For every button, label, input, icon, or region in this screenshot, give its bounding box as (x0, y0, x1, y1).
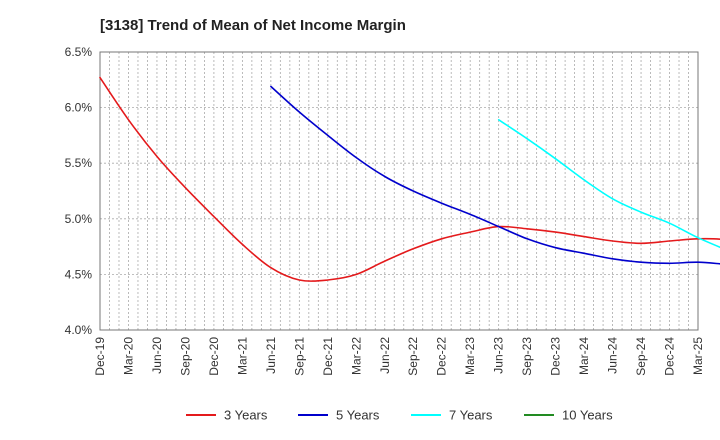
x-tick-label: Sep-21 (292, 337, 306, 376)
series-line-7-years (497, 119, 720, 249)
x-tick-label: Sep-23 (520, 337, 534, 376)
x-tick-label: Jun-24 (606, 337, 620, 374)
x-tick-label: Jun-23 (492, 337, 506, 374)
x-tick-label: Dec-19 (93, 337, 107, 376)
plot-area (99, 51, 699, 331)
x-tick-label: Mar-25 (691, 337, 705, 375)
legend-label-3-years: 3 Years (224, 408, 268, 423)
x-tick-label: Dec-23 (549, 337, 563, 376)
y-tick-label: 4.0% (65, 323, 93, 337)
x-tick-label: Dec-22 (435, 337, 449, 376)
x-tick-label: Jun-21 (264, 337, 278, 374)
x-tick-label: Mar-23 (463, 337, 477, 375)
x-tick-label: Mar-21 (235, 337, 249, 375)
x-tick-label: Jun-20 (150, 337, 164, 374)
chart-title: [3138] Trend of Mean of Net Income Margi… (100, 17, 406, 34)
y-tick-label: 4.5% (65, 267, 93, 281)
y-tick-label: 5.5% (65, 156, 93, 170)
x-tick-label: Sep-20 (178, 337, 192, 376)
x-tick-label: Dec-24 (663, 337, 677, 376)
x-tick-label: Mar-20 (121, 337, 135, 375)
series-line-5-years (270, 85, 720, 265)
grid (100, 52, 698, 330)
legend-label-10-years: 10 Years (562, 408, 613, 423)
x-tick-label: Dec-20 (207, 337, 221, 376)
x-tick-label: Sep-22 (406, 337, 420, 376)
x-tick-label: Mar-24 (577, 337, 591, 375)
y-axis: 6.5% 6.0% 5.5% 5.0% 4.5% 4.0% (65, 45, 93, 337)
legend: 3 Years 5 Years 7 Years 10 Years (186, 408, 613, 423)
series-line-3-years (99, 76, 720, 282)
legend-label-5-years: 5 Years (336, 408, 380, 423)
series-lines (99, 76, 720, 282)
legend-label-7-years: 7 Years (449, 408, 493, 423)
x-tick-label: Jun-22 (378, 337, 392, 374)
y-tick-label: 6.0% (65, 101, 93, 115)
y-tick-label: 5.0% (65, 212, 93, 226)
x-tick-label: Mar-22 (349, 337, 363, 375)
x-tick-label: Dec-21 (321, 337, 335, 376)
x-tick-label: Sep-24 (634, 337, 648, 376)
y-tick-label: 6.5% (65, 45, 93, 59)
x-axis: Dec-19 Mar-20 Jun-20 Sep-20 Dec-20 Mar-21 Jun-… (93, 337, 705, 376)
